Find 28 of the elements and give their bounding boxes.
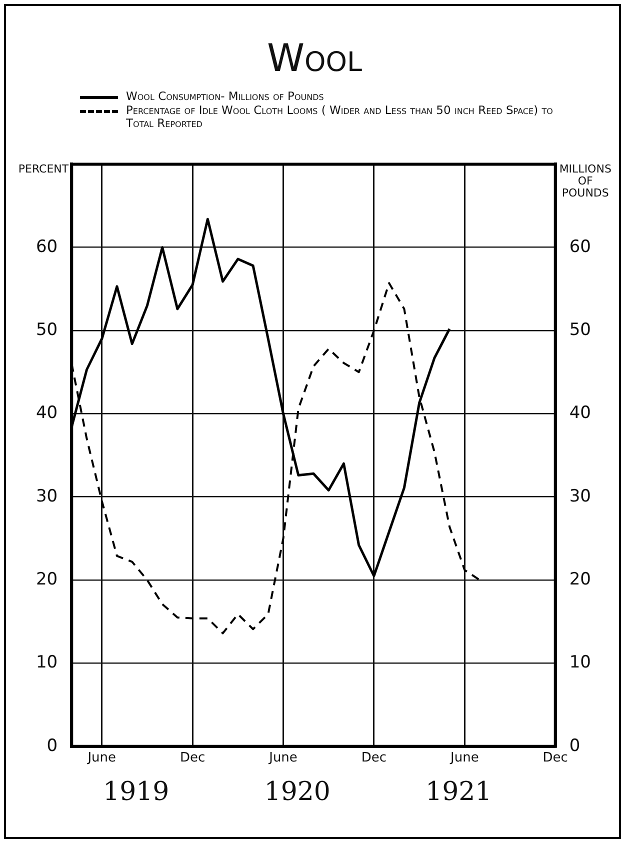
x-tick-label: Dec [180,750,206,766]
y2-axis-title: MILLIONS OF POUNDS [559,162,612,200]
y-axis-title: PERCENT [18,162,69,176]
y-tick-label: 20 [36,569,58,590]
y2-tick-label: 0 [569,736,580,756]
legend-label: Percentage of Idle Wool Cloth Looms ( Wider and Less than 50 inch Reed Space) to Total Reported [126,103,554,130]
y2-tick-label: 30 [569,486,592,506]
x-tick-label: June [450,750,479,766]
x-tick-label: June [86,750,116,766]
x-tick-label: Dec [542,750,568,766]
chart-title: Wool [266,36,364,80]
text: 1920 [264,777,330,808]
y-tick-label: 0 [46,736,58,756]
y-tick-label: 10 [36,652,58,673]
y2-tick-label: 20 [569,569,592,590]
legend-label: Wool Consumption- Millions of Pounds [126,89,324,103]
y-tick-label: 60 [36,236,58,257]
y-tick-label: 30 [36,486,58,506]
x-tick-label: June [268,750,298,766]
y2-tick-label: 50 [569,320,592,340]
y2-tick-label: 10 [569,652,592,673]
x-tick-label: Dec [361,750,387,766]
text: 1919 [103,777,170,808]
y2-tick-label: 60 [569,236,592,257]
y-tick-label: 40 [36,403,58,424]
y-tick-label: 50 [36,320,58,340]
y2-tick-label: 40 [569,403,592,424]
text: 1921 [426,777,492,808]
